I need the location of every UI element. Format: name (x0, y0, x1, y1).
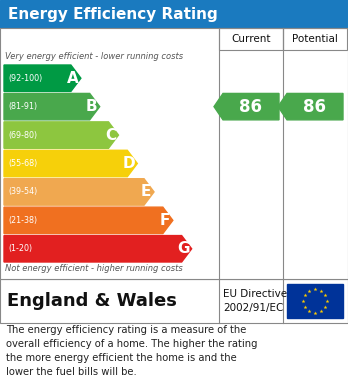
Text: (55-68): (55-68) (8, 159, 37, 168)
Bar (0, 279, 348, 323)
Polygon shape (4, 93, 100, 120)
Text: (92-100): (92-100) (8, 74, 42, 83)
Polygon shape (4, 65, 81, 91)
Text: (69-80): (69-80) (8, 131, 37, 140)
Text: (21-38): (21-38) (8, 216, 37, 225)
Text: D: D (123, 156, 136, 171)
Text: The energy efficiency rating is a measure of the
overall efficiency of a home. T: The energy efficiency rating is a measur… (6, 325, 258, 377)
Text: 86: 86 (303, 98, 326, 116)
Text: C: C (105, 127, 116, 143)
Bar (0, 28, 348, 279)
Polygon shape (4, 207, 173, 233)
Polygon shape (214, 93, 279, 120)
Polygon shape (4, 150, 137, 177)
Text: F: F (160, 213, 170, 228)
Bar (283, 28, 347, 50)
Polygon shape (4, 235, 192, 262)
Text: E: E (141, 185, 151, 199)
Text: (1-20): (1-20) (8, 244, 32, 253)
Text: G: G (177, 241, 190, 256)
Bar (287, 284, 343, 318)
Bar (0, 0, 348, 28)
Bar (219, 28, 283, 50)
Text: (39-54): (39-54) (8, 187, 37, 196)
Text: (81-91): (81-91) (8, 102, 37, 111)
Text: EU Directive
2002/91/EC: EU Directive 2002/91/EC (223, 289, 287, 312)
Polygon shape (278, 93, 343, 120)
Text: England & Wales: England & Wales (7, 292, 177, 310)
Polygon shape (4, 122, 119, 148)
Text: Energy Efficiency Rating: Energy Efficiency Rating (8, 7, 218, 22)
Text: Very energy efficient - lower running costs: Very energy efficient - lower running co… (5, 52, 183, 61)
Text: A: A (67, 71, 79, 86)
Text: Current: Current (231, 34, 271, 44)
Text: 86: 86 (239, 98, 262, 116)
Polygon shape (4, 179, 154, 205)
Text: B: B (86, 99, 97, 114)
Text: Not energy efficient - higher running costs: Not energy efficient - higher running co… (5, 264, 183, 273)
Text: Potential: Potential (292, 34, 338, 44)
